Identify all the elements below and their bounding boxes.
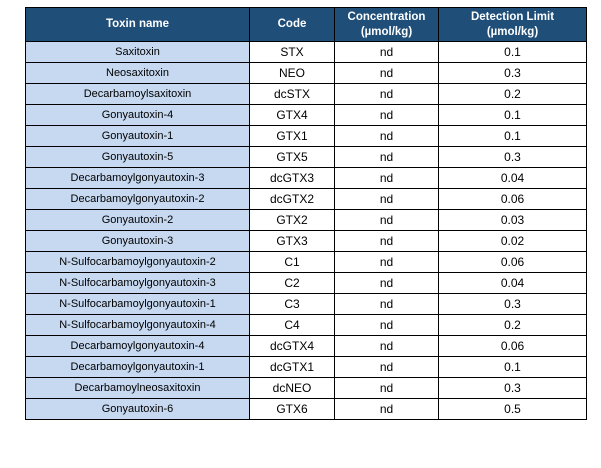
detection-limit-cell: 0.06 <box>438 335 587 357</box>
concentration-cell: nd <box>334 272 439 294</box>
table-row: Gonyautoxin-6 GTX6 nd 0.5 <box>25 398 587 420</box>
concentration-cell: nd <box>334 209 439 231</box>
detection-limit-cell: 0.1 <box>438 104 587 126</box>
code-cell: dcGTX1 <box>249 356 335 378</box>
table-row: Neosaxitoxin NEO nd 0.3 <box>25 62 587 84</box>
toxin-name-cell: Gonyautoxin-5 <box>25 146 250 168</box>
detection-limit-cell: 0.1 <box>438 125 587 147</box>
col-header-detection-limit: Detection Limit (µmol/kg) <box>438 7 587 42</box>
col-header-concentration: Concentration (µmol/kg) <box>334 7 439 42</box>
code-cell: C4 <box>249 314 335 336</box>
concentration-cell: nd <box>334 230 439 252</box>
toxin-name-cell: Gonyautoxin-4 <box>25 104 250 126</box>
toxin-name-cell: Decarbamoylneosaxitoxin <box>25 377 250 399</box>
toxin-table: Toxin name Code Concentration (µmol/kg) … <box>25 7 587 420</box>
toxin-name-cell: Saxitoxin <box>25 41 250 63</box>
table-row: Decarbamoylgonyautoxin-2 dcGTX2 nd 0.06 <box>25 188 587 210</box>
concentration-cell: nd <box>334 125 439 147</box>
concentration-cell: nd <box>334 188 439 210</box>
concentration-cell: nd <box>334 314 439 336</box>
toxin-name-cell: Decarbamoylgonyautoxin-2 <box>25 188 250 210</box>
toxin-name-cell: Decarbamoylgonyautoxin-1 <box>25 356 250 378</box>
code-cell: GTX2 <box>249 209 335 231</box>
toxin-name-cell: N-Sulfocarbamoylgonyautoxin-2 <box>25 251 250 273</box>
toxin-name-cell: N-Sulfocarbamoylgonyautoxin-3 <box>25 272 250 294</box>
concentration-cell: nd <box>334 146 439 168</box>
table-row: Decarbamoylgonyautoxin-4 dcGTX4 nd 0.06 <box>25 335 587 357</box>
concentration-cell: nd <box>334 377 439 399</box>
table-row: Gonyautoxin-1 GTX1 nd 0.1 <box>25 125 587 147</box>
code-cell: dcGTX3 <box>249 167 335 189</box>
concentration-cell: nd <box>334 62 439 84</box>
code-cell: GTX3 <box>249 230 335 252</box>
concentration-cell: nd <box>334 398 439 420</box>
toxin-name-cell: N-Sulfocarbamoylgonyautoxin-4 <box>25 314 250 336</box>
header-row: Toxin name Code Concentration (µmol/kg) … <box>25 7 587 42</box>
table-row: Gonyautoxin-2 GTX2 nd 0.03 <box>25 209 587 231</box>
toxin-name-cell: Gonyautoxin-6 <box>25 398 250 420</box>
code-cell: dcGTX2 <box>249 188 335 210</box>
table-row: Decarbamoylneosaxitoxin dcNEO nd 0.3 <box>25 377 587 399</box>
concentration-cell: nd <box>334 356 439 378</box>
table-row: Decarbamoylgonyautoxin-1 dcGTX1 nd 0.1 <box>25 356 587 378</box>
table-row: Gonyautoxin-4 GTX4 nd 0.1 <box>25 104 587 126</box>
toxin-name-cell: N-Sulfocarbamoylgonyautoxin-1 <box>25 293 250 315</box>
table-row: Gonyautoxin-5 GTX5 nd 0.3 <box>25 146 587 168</box>
detection-limit-cell: 0.5 <box>438 398 587 420</box>
toxin-name-cell: Gonyautoxin-2 <box>25 209 250 231</box>
detection-limit-cell: 0.04 <box>438 167 587 189</box>
table-row: Decarbamoylsaxitoxin dcSTX nd 0.2 <box>25 83 587 105</box>
code-cell: GTX6 <box>249 398 335 420</box>
detection-limit-cell: 0.02 <box>438 230 587 252</box>
table-row: N-Sulfocarbamoylgonyautoxin-3 C2 nd 0.04 <box>25 272 587 294</box>
table-row: Decarbamoylgonyautoxin-3 dcGTX3 nd 0.04 <box>25 167 587 189</box>
table-body: Saxitoxin STX nd 0.1 Neosaxitoxin NEO nd… <box>25 41 587 420</box>
concentration-cell: nd <box>334 251 439 273</box>
code-cell: GTX4 <box>249 104 335 126</box>
detection-limit-cell: 0.1 <box>438 356 587 378</box>
col-header-toxin-name: Toxin name <box>25 7 250 42</box>
code-cell: GTX1 <box>249 125 335 147</box>
toxin-name-cell: Decarbamoylgonyautoxin-3 <box>25 167 250 189</box>
toxin-name-cell: Decarbamoylsaxitoxin <box>25 83 250 105</box>
code-cell: NEO <box>249 62 335 84</box>
table-row: N-Sulfocarbamoylgonyautoxin-1 C3 nd 0.3 <box>25 293 587 315</box>
table-row: Gonyautoxin-3 GTX3 nd 0.02 <box>25 230 587 252</box>
code-cell: STX <box>249 41 335 63</box>
toxin-name-cell: Gonyautoxin-1 <box>25 125 250 147</box>
detection-limit-cell: 0.3 <box>438 377 587 399</box>
code-cell: C1 <box>249 251 335 273</box>
detection-limit-cell: 0.06 <box>438 188 587 210</box>
detection-limit-cell: 0.2 <box>438 314 587 336</box>
concentration-cell: nd <box>334 335 439 357</box>
table-row: N-Sulfocarbamoylgonyautoxin-2 C1 nd 0.06 <box>25 251 587 273</box>
code-cell: GTX5 <box>249 146 335 168</box>
toxin-name-cell: Neosaxitoxin <box>25 62 250 84</box>
concentration-cell: nd <box>334 293 439 315</box>
code-cell: dcGTX4 <box>249 335 335 357</box>
concentration-cell: nd <box>334 104 439 126</box>
concentration-cell: nd <box>334 167 439 189</box>
detection-limit-cell: 0.3 <box>438 62 587 84</box>
detection-limit-cell: 0.1 <box>438 41 587 63</box>
detection-limit-cell: 0.3 <box>438 293 587 315</box>
toxin-name-cell: Gonyautoxin-3 <box>25 230 250 252</box>
code-cell: dcSTX <box>249 83 335 105</box>
code-cell: C2 <box>249 272 335 294</box>
concentration-cell: nd <box>334 41 439 63</box>
col-header-code: Code <box>249 7 335 42</box>
detection-limit-cell: 0.06 <box>438 251 587 273</box>
code-cell: C3 <box>249 293 335 315</box>
toxin-name-cell: Decarbamoylgonyautoxin-4 <box>25 335 250 357</box>
code-cell: dcNEO <box>249 377 335 399</box>
detection-limit-cell: 0.03 <box>438 209 587 231</box>
table-row: Saxitoxin STX nd 0.1 <box>25 41 587 63</box>
table-row: N-Sulfocarbamoylgonyautoxin-4 C4 nd 0.2 <box>25 314 587 336</box>
detection-limit-cell: 0.2 <box>438 83 587 105</box>
detection-limit-cell: 0.3 <box>438 146 587 168</box>
detection-limit-cell: 0.04 <box>438 272 587 294</box>
concentration-cell: nd <box>334 83 439 105</box>
